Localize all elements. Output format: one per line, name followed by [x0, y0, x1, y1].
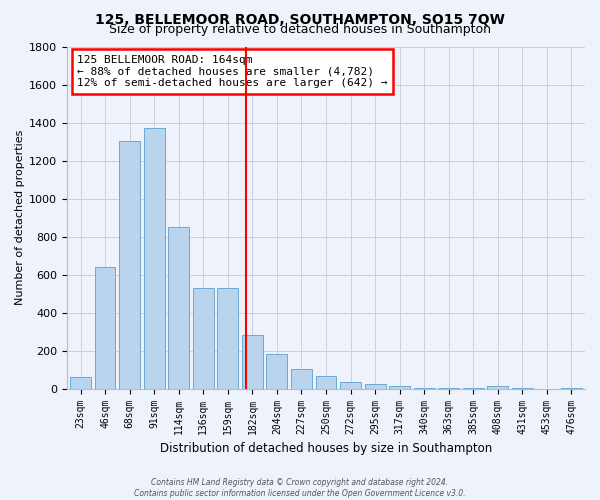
- Bar: [340, 382, 361, 388]
- Bar: [487, 386, 508, 388]
- Bar: [217, 288, 238, 388]
- Y-axis label: Number of detached properties: Number of detached properties: [15, 130, 25, 306]
- Text: Contains HM Land Registry data © Crown copyright and database right 2024.
Contai: Contains HM Land Registry data © Crown c…: [134, 478, 466, 498]
- Bar: [70, 378, 91, 388]
- Bar: [193, 288, 214, 388]
- Bar: [389, 386, 410, 388]
- Bar: [365, 384, 386, 388]
- Bar: [95, 268, 115, 388]
- Bar: [242, 334, 263, 388]
- Text: 125 BELLEMOOR ROAD: 164sqm
← 88% of detached houses are smaller (4,782)
12% of s: 125 BELLEMOOR ROAD: 164sqm ← 88% of deta…: [77, 55, 388, 88]
- Bar: [168, 228, 189, 388]
- Bar: [119, 140, 140, 388]
- Bar: [291, 369, 312, 388]
- Text: 125, BELLEMOOR ROAD, SOUTHAMPTON, SO15 7QW: 125, BELLEMOOR ROAD, SOUTHAMPTON, SO15 7…: [95, 12, 505, 26]
- Bar: [316, 376, 337, 388]
- Text: Size of property relative to detached houses in Southampton: Size of property relative to detached ho…: [109, 22, 491, 36]
- Bar: [144, 128, 164, 388]
- X-axis label: Distribution of detached houses by size in Southampton: Distribution of detached houses by size …: [160, 442, 492, 455]
- Bar: [266, 354, 287, 388]
